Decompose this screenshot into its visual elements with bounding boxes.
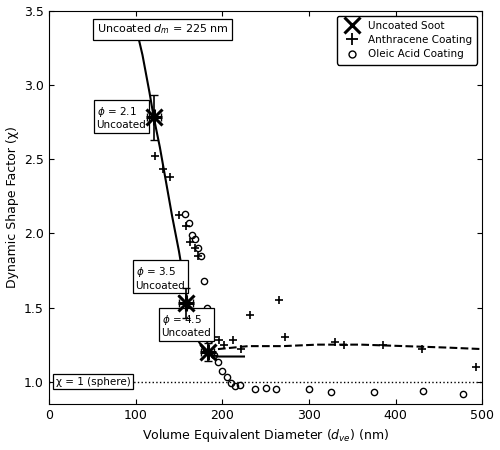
Text: χ = 1 (sphere): χ = 1 (sphere) — [56, 377, 130, 387]
Text: $\phi$ = 2.1
Uncoated: $\phi$ = 2.1 Uncoated — [96, 105, 154, 130]
Y-axis label: Dynamic Shape Factor (χ): Dynamic Shape Factor (χ) — [6, 126, 18, 288]
Text: $\phi$ = 4.5
Uncoated: $\phi$ = 4.5 Uncoated — [162, 313, 212, 350]
Text: $\phi$ = 3.5
Uncoated: $\phi$ = 3.5 Uncoated — [136, 265, 186, 301]
Text: Uncoated $d_m$ = 225 nm: Uncoated $d_m$ = 225 nm — [96, 22, 228, 36]
Legend: Uncoated Soot, Anthracene Coating, Oleic Acid Coating: Uncoated Soot, Anthracene Coating, Oleic… — [336, 16, 477, 64]
X-axis label: Volume Equivalent Diameter ($d_{ve}$) (nm): Volume Equivalent Diameter ($d_{ve}$) (n… — [142, 428, 390, 445]
